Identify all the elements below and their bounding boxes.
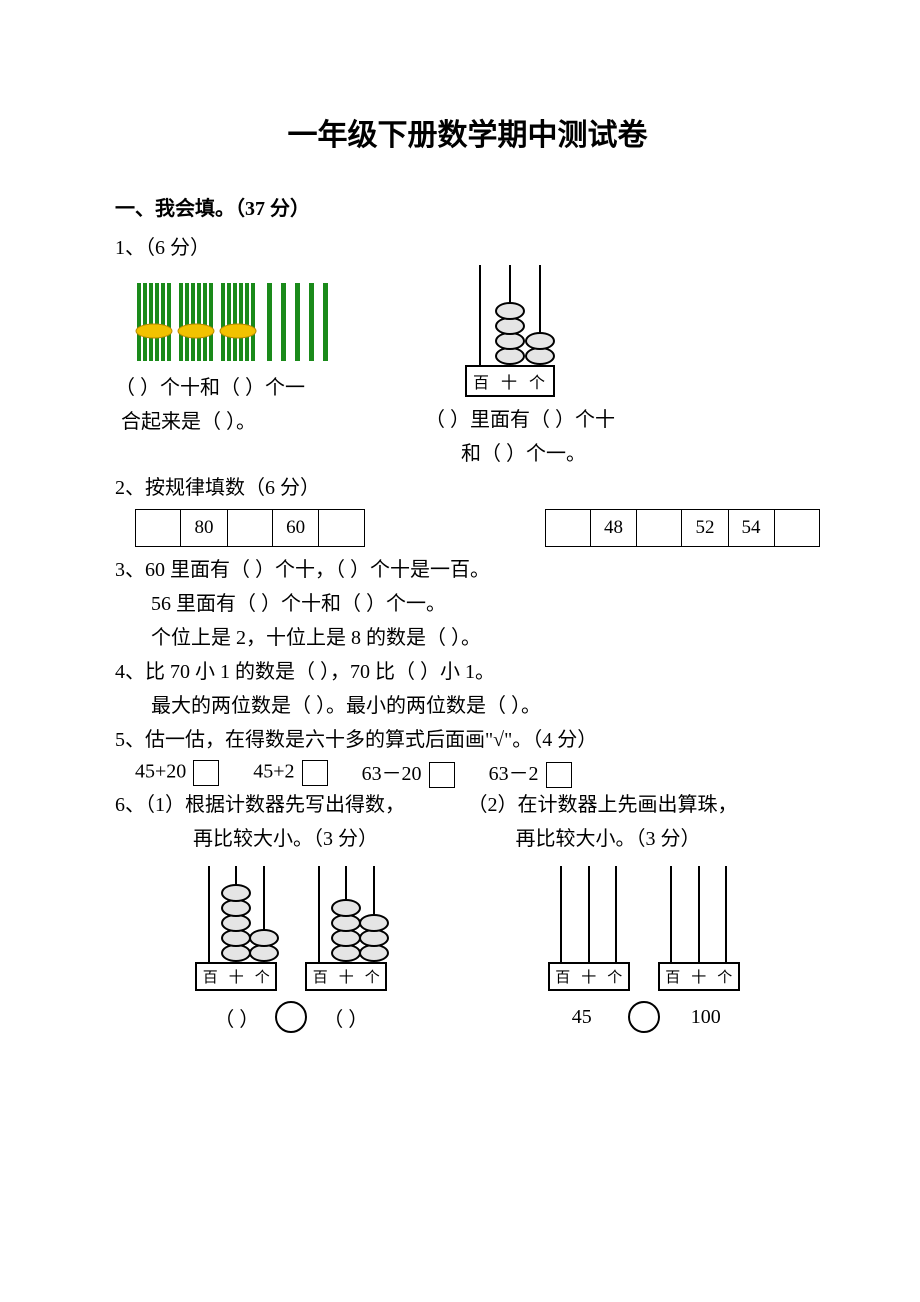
q5-label: 5、估一估，在得数是六十多的算式后面画"√"。（4 分） <box>115 723 820 757</box>
q3-line2: 56 里面有（ ）个十和（ ）个一。 <box>115 587 820 621</box>
compare-circle[interactable] <box>275 1001 307 1033</box>
seq-table-a: 80 60 <box>135 509 365 547</box>
q1-label: 1、（6 分） <box>115 231 820 265</box>
q3-line3: 个位上是 2，十位上是 8 的数是（ ）。 <box>115 621 820 655</box>
value-100: 100 <box>676 1006 736 1029</box>
abacus-label: 十 <box>686 964 712 989</box>
compare-right: 45 100 <box>468 1001 821 1033</box>
checkbox[interactable] <box>429 762 455 788</box>
answer-blank[interactable]: （ ） <box>214 1003 259 1032</box>
abacus-base: 百 十 个 <box>465 365 555 397</box>
rod-ten <box>509 265 511 365</box>
abacus-label: 百 <box>197 964 223 989</box>
abacus-label: 个 <box>602 964 628 989</box>
answer-blank[interactable]: （ ） <box>323 1003 368 1032</box>
q1-left: （ ）个十和（ ）个一 合起来是（ ）。 <box>115 265 355 439</box>
checkbox[interactable] <box>193 760 219 786</box>
q1-right-line2: 和（ ）个一。 <box>425 437 615 471</box>
seq-cell: 48 <box>591 510 637 547</box>
q4-line1: 4、比 70 小 1 的数是（ ），70 比（ ）小 1。 <box>115 655 820 689</box>
sticks-svg <box>135 279 355 365</box>
seq-cell: 80 <box>181 510 227 547</box>
q6-right-line1: （2）在计数器上先画出算珠， <box>468 788 821 822</box>
q6-row: 6、（1）根据计数器先写出得数， 再比较大小。（3 分） <box>115 788 820 1033</box>
q1-right: 百 十 个 （ ）里面有（ ）个十 和（ ）个一。 <box>425 265 615 471</box>
seq-cell[interactable] <box>227 510 272 547</box>
abacus-label: 十 <box>223 964 249 989</box>
seq-cell[interactable] <box>545 510 590 547</box>
q2-tables: 80 60 48 52 54 <box>135 509 820 547</box>
checkbox[interactable] <box>302 760 328 786</box>
abacus-pair-left: 百 十 个 <box>115 866 468 991</box>
q5-item: 63－2 <box>489 757 572 788</box>
q6-left-line1: 6、（1）根据计数器先写出得数， <box>115 788 468 822</box>
compare-left: （ ） （ ） <box>115 1001 468 1033</box>
seq-cell: 52 <box>682 510 728 547</box>
abacus-label: 个 <box>523 367 551 395</box>
seq-cell[interactable] <box>637 510 682 547</box>
value-45: 45 <box>552 1006 612 1029</box>
exam-title: 一年级下册数学期中测试卷 <box>115 110 820 154</box>
q6-left-line2: 再比较大小。（3 分） <box>115 822 468 856</box>
seq-cell[interactable] <box>774 510 819 547</box>
abacus-label: 百 <box>307 964 333 989</box>
q6-left: 6、（1）根据计数器先写出得数， 再比较大小。（3 分） <box>115 788 468 1033</box>
q3-line1: 3、60 里面有（ ）个十，（ ）个十是一百。 <box>115 553 820 587</box>
rod-one <box>539 265 541 365</box>
q5-item: 45+2 <box>253 760 327 786</box>
abacus-6b: 百 十 个 <box>305 866 387 991</box>
q1-right-line1: （ ）里面有（ ）个十 <box>425 403 615 437</box>
abacus-label: 十 <box>495 367 523 395</box>
q5-row: 45+20 45+2 63－20 63－2 <box>115 757 820 788</box>
q5-item: 45+20 <box>135 760 219 786</box>
compare-circle[interactable] <box>628 1001 660 1033</box>
q1-row: （ ）个十和（ ）个一 合起来是（ ）。 <box>115 265 820 471</box>
abacus-label: 个 <box>359 964 385 989</box>
counting-sticks <box>135 279 355 365</box>
seq-cell[interactable] <box>136 510 181 547</box>
seq-cell: 54 <box>728 510 774 547</box>
seq-cell: 60 <box>273 510 319 547</box>
q1-left-line1: （ ）个十和（ ）个一 <box>115 371 355 405</box>
abacus-6c[interactable]: 百 十 个 <box>548 866 630 991</box>
abacus-label: 个 <box>249 964 275 989</box>
abacus-label: 十 <box>333 964 359 989</box>
rod-hundred <box>479 265 481 365</box>
seq-cell[interactable] <box>319 510 364 547</box>
seq-table-b: 48 52 54 <box>545 509 820 547</box>
section-1-header: 一、我会填。（37 分） <box>115 192 820 221</box>
q6-right-line2: 再比较大小。（3 分） <box>468 822 821 856</box>
abacus-label: 十 <box>576 964 602 989</box>
abacus-label: 百 <box>467 367 495 395</box>
q2-label: 2、按规律填数（6 分） <box>115 471 820 505</box>
q1-abacus: 百 十 个 <box>465 265 555 397</box>
abacus-pair-right: 百 十 个 百 十 个 <box>468 866 821 991</box>
q1-left-line2: 合起来是（ ）。 <box>115 405 355 439</box>
q4-line2: 最大的两位数是（ ）。最小的两位数是（ ）。 <box>115 689 820 723</box>
q6-right: （2）在计数器上先画出算珠， 再比较大小。（3 分） 百 十 个 <box>468 788 821 1033</box>
abacus-6a: 百 十 个 <box>195 866 277 991</box>
abacus-label: 个 <box>712 964 738 989</box>
abacus-6d[interactable]: 百 十 个 <box>658 866 740 991</box>
q5-item: 63－20 <box>362 757 455 788</box>
abacus-label: 百 <box>660 964 686 989</box>
abacus-label: 百 <box>550 964 576 989</box>
checkbox[interactable] <box>546 762 572 788</box>
